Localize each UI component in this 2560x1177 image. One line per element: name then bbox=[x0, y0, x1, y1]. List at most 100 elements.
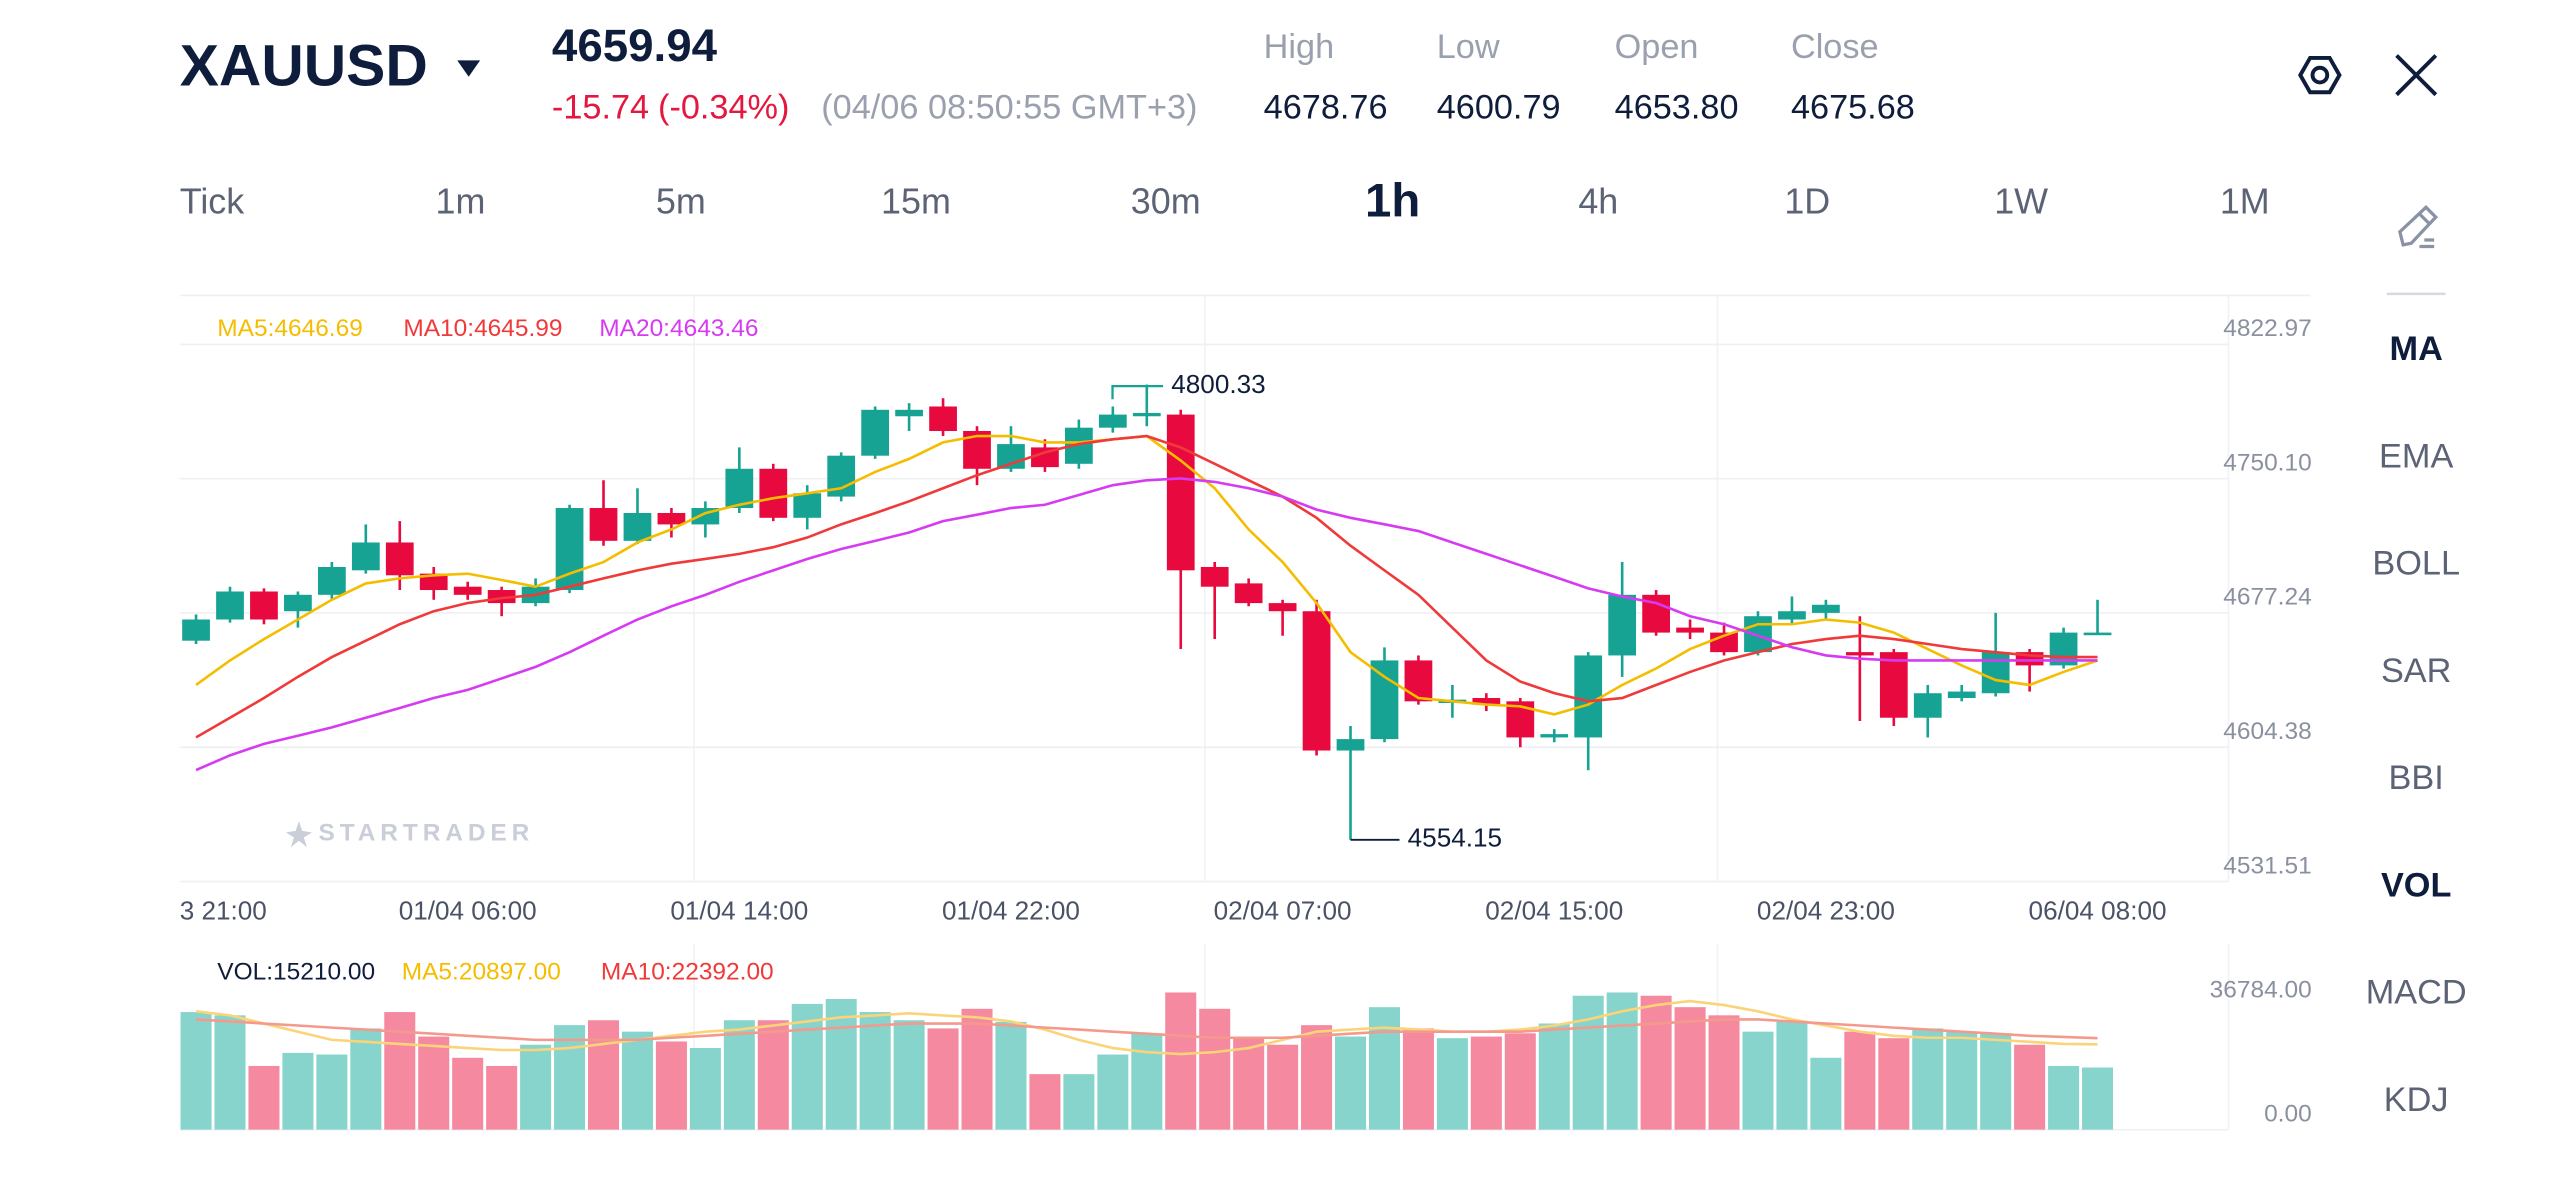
candle-body bbox=[1370, 660, 1399, 740]
candle-body bbox=[2083, 632, 2112, 636]
volume-bar bbox=[1912, 1028, 1944, 1130]
timeframe-tab[interactable]: 1h bbox=[1365, 175, 1420, 228]
candle-body bbox=[657, 513, 686, 525]
volume-bar bbox=[1063, 1074, 1095, 1130]
plot-area bbox=[180, 386, 2114, 1130]
volume-bar bbox=[689, 1048, 721, 1130]
candle-body bbox=[1676, 627, 1704, 633]
pencil-icon[interactable] bbox=[2398, 205, 2439, 247]
timeframe-tab[interactable]: 15m bbox=[881, 181, 951, 222]
close-button[interactable] bbox=[2395, 54, 2438, 97]
candle-body bbox=[317, 566, 346, 595]
stat-value: 4600.79 bbox=[1437, 88, 1561, 126]
price-tick-label: 4531.51 bbox=[2223, 852, 2311, 879]
time-tick-label: 01/04 06:00 bbox=[399, 895, 537, 925]
candle-body bbox=[929, 406, 957, 432]
timeframe-tab[interactable]: 5m bbox=[656, 181, 706, 222]
volume-tick-label: 0.00 bbox=[2264, 1100, 2312, 1127]
high-marker bbox=[1111, 384, 1164, 400]
volume-bar bbox=[588, 1020, 620, 1130]
volume-bar bbox=[1640, 995, 1672, 1130]
last-price: 4659.94 bbox=[552, 20, 718, 71]
volume-bar bbox=[1674, 1007, 1706, 1130]
watermark: STARTRADER bbox=[285, 820, 534, 848]
volume-bar bbox=[1504, 1033, 1536, 1130]
volume-bar bbox=[2014, 1044, 2046, 1130]
timeframe-tab[interactable]: 1M bbox=[2220, 181, 2270, 222]
time-tick-label: 02/04 15:00 bbox=[1485, 895, 1623, 925]
settings-icon-center[interactable] bbox=[2310, 65, 2330, 85]
volume-bar bbox=[1029, 1074, 1061, 1130]
indicator-option[interactable]: BBI bbox=[2389, 759, 2444, 797]
volume-bar bbox=[486, 1065, 518, 1130]
high-label: 4800.33 bbox=[1171, 369, 1265, 399]
timeframe-tab[interactable]: 1D bbox=[1784, 181, 1830, 222]
indicator-option[interactable]: BOLL bbox=[2372, 545, 2460, 583]
indicator-option[interactable]: KDJ bbox=[2384, 1081, 2449, 1119]
volume-bar bbox=[384, 1012, 416, 1130]
stat-label: High bbox=[1264, 28, 1334, 66]
draw-tool[interactable] bbox=[2398, 205, 2439, 249]
volume-bar bbox=[520, 1044, 552, 1130]
candle-body bbox=[1302, 611, 1331, 751]
timeframe-tab[interactable]: 1m bbox=[436, 181, 486, 222]
symbol[interactable]: XAUUSD bbox=[180, 34, 428, 99]
symbol-dropdown[interactable] bbox=[457, 60, 481, 77]
volume-bar bbox=[1131, 1033, 1163, 1130]
volume-bar bbox=[995, 1021, 1027, 1130]
volume-bar bbox=[1844, 1031, 1876, 1130]
timeframe-tab[interactable]: 1W bbox=[1994, 181, 2048, 222]
volume-bar bbox=[1165, 992, 1197, 1130]
candle-body bbox=[759, 468, 788, 518]
volume-bar bbox=[621, 1031, 653, 1130]
watermark-text: STARTRADER bbox=[318, 820, 534, 847]
volume-tick-label: 36784.00 bbox=[2210, 976, 2312, 1003]
volume-bar bbox=[927, 1028, 959, 1130]
price-tick-label: 4604.38 bbox=[2223, 718, 2311, 745]
volume-bar bbox=[1538, 1023, 1570, 1130]
candle-body bbox=[419, 573, 448, 591]
indicator-option[interactable]: MA bbox=[2390, 330, 2443, 368]
indicator-option[interactable]: EMA bbox=[2379, 437, 2453, 475]
candle-body bbox=[250, 591, 278, 620]
settings-icon[interactable] bbox=[2298, 55, 2342, 95]
price-tick-label: 4822.97 bbox=[2223, 315, 2311, 342]
candle-body bbox=[1981, 652, 2010, 694]
volume-bar bbox=[282, 1052, 314, 1130]
candle-body bbox=[1098, 414, 1127, 428]
volume-bar bbox=[1742, 1031, 1774, 1130]
stat-value: 4653.80 bbox=[1615, 88, 1739, 126]
volume-bar bbox=[2082, 1067, 2114, 1130]
candle-body bbox=[1166, 414, 1195, 571]
candle-body bbox=[351, 542, 380, 571]
candle-body bbox=[1574, 655, 1603, 738]
indicator-option[interactable]: VOL bbox=[2381, 866, 2451, 904]
volume-bar bbox=[1878, 1038, 1910, 1130]
volume-bar bbox=[825, 999, 857, 1130]
pencil-lines[interactable] bbox=[2419, 238, 2435, 249]
volume-ma-legend: MA10:22392.00 bbox=[601, 958, 774, 985]
indicator-option[interactable]: MACD bbox=[2366, 974, 2467, 1012]
indicator-option[interactable]: SAR bbox=[2381, 652, 2451, 690]
volume-bar bbox=[1606, 992, 1638, 1130]
price-tick-label: 4677.24 bbox=[2223, 584, 2311, 611]
volume-bar bbox=[1980, 1033, 2012, 1130]
low-label: 4554.15 bbox=[1408, 823, 1502, 853]
volume-bar bbox=[1335, 1036, 1367, 1130]
volume-bar bbox=[1946, 1031, 1978, 1130]
stat-label: Open bbox=[1615, 28, 1699, 66]
volume-bar bbox=[1810, 1057, 1842, 1130]
volume-bar bbox=[2048, 1065, 2080, 1130]
candle-body bbox=[1472, 698, 1501, 705]
time-tick-label: 02/04 23:00 bbox=[1757, 895, 1895, 925]
volume-bar bbox=[316, 1054, 348, 1130]
timeframe-tab[interactable]: 4h bbox=[1578, 181, 1618, 222]
volume-bar bbox=[655, 1041, 687, 1130]
timeframe-tab[interactable]: 30m bbox=[1131, 181, 1201, 222]
volume-bar bbox=[757, 1020, 789, 1130]
timeframe-tab[interactable]: Tick bbox=[180, 181, 245, 222]
settings-button[interactable] bbox=[2298, 55, 2342, 95]
candle-body bbox=[589, 508, 618, 541]
volume-bar bbox=[214, 1015, 246, 1130]
